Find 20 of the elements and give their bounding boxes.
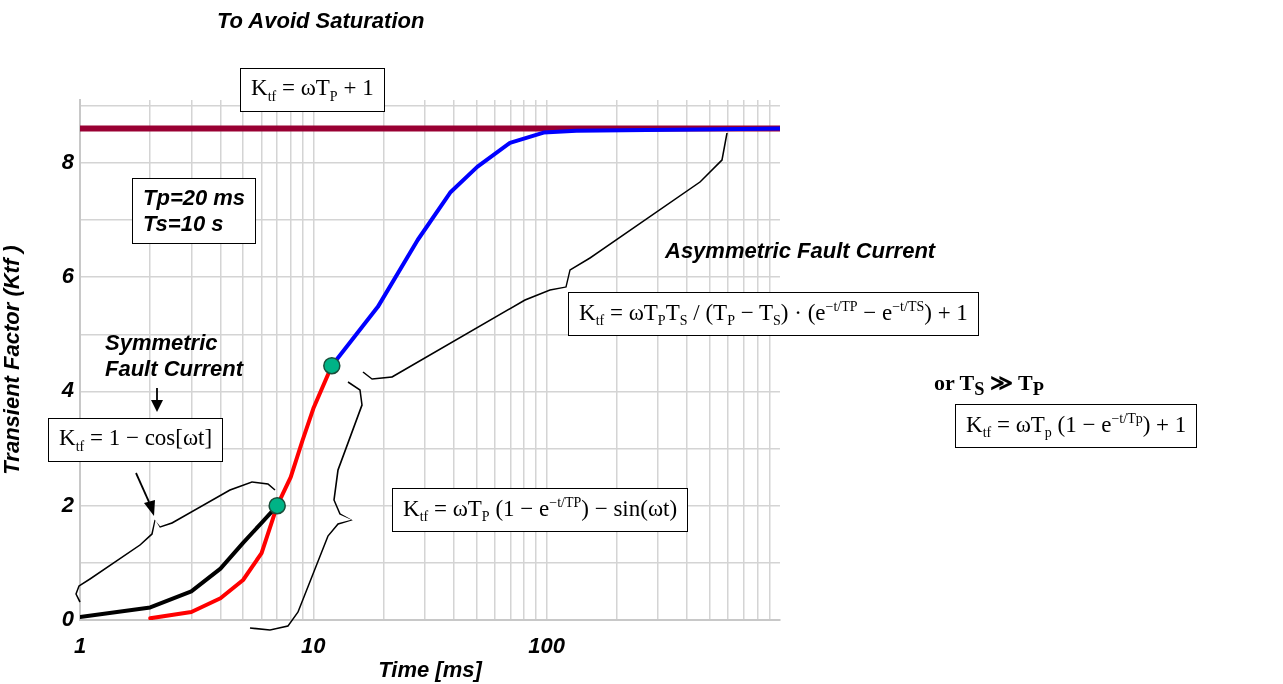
- text: or T$_{S}$ ≫ T$_{P}$: [934, 370, 1044, 401]
- text: K$_{tf}$ = ωT$_{P}$T$_{S}$ / (T$_{P}$ − T$_{S}$) · (e$^{−t/TP}$ − e$^{−t/TS}$) + 1: [579, 299, 968, 329]
- x-tick-label: 1: [73, 633, 87, 659]
- annotation: Asymmetric Fault Current: [665, 238, 936, 264]
- annotation: K$_{tf}$ = 1 − cos[ωt]: [48, 418, 224, 462]
- x-tick-label: 10: [301, 633, 327, 659]
- text: To Avoid Saturation: [217, 8, 425, 34]
- y-tick-label: 8: [61, 148, 75, 174]
- y-axis-title: Transient Factor (Ktf ): [0, 245, 25, 475]
- annotation: Tp=20 ms Ts=10 s: [132, 178, 257, 244]
- annotation: K$_{tf}$ = ωT$_{P}$ + 1: [240, 68, 385, 112]
- annotation: K$_{tf}$ = ωT$_{P}$ (1 − e$^{−t/TP}$) − sin(ωt): [392, 488, 689, 533]
- annotation: Symmetric Fault Current: [105, 330, 244, 382]
- y-tick-label: 4: [60, 377, 74, 403]
- y-tick-label: 2: [60, 491, 75, 517]
- x-axis-title: Time [ms]: [378, 656, 483, 682]
- text: K$_{tf}$ = ωT$_{p}$ (1 − e$^{−t/Tp}$) + 1: [955, 404, 1198, 449]
- x-tick-label: 100: [528, 633, 566, 659]
- y-tick-label: 6: [61, 263, 75, 289]
- y-tick-label: 0: [61, 606, 75, 632]
